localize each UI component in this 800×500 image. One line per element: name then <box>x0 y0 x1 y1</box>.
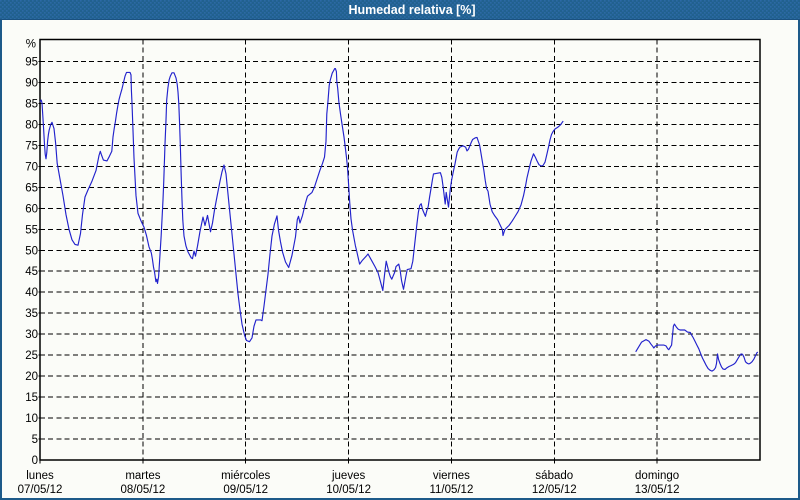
svg-text:10: 10 <box>25 413 38 425</box>
svg-text:45: 45 <box>25 266 38 278</box>
svg-text:miércoles: miércoles <box>221 470 270 482</box>
svg-text:12/05/12: 12/05/12 <box>532 484 577 496</box>
svg-text:11/05/12: 11/05/12 <box>429 484 473 496</box>
svg-text:07/05/12: 07/05/12 <box>18 484 63 496</box>
svg-text:75: 75 <box>25 140 38 152</box>
svg-text:55: 55 <box>25 224 38 236</box>
svg-text:lunes: lunes <box>26 470 54 482</box>
svg-text:60: 60 <box>25 203 38 215</box>
svg-text:10/05/12: 10/05/12 <box>326 484 371 496</box>
svg-text:jueves: jueves <box>331 470 365 482</box>
svg-text:0: 0 <box>32 455 38 467</box>
svg-text:25: 25 <box>25 350 38 362</box>
svg-text:15: 15 <box>25 392 38 404</box>
svg-text:08/05/12: 08/05/12 <box>121 484 166 496</box>
svg-text:95: 95 <box>25 57 38 69</box>
svg-text:5: 5 <box>32 434 38 446</box>
svg-text:13/05/12: 13/05/12 <box>635 484 680 496</box>
svg-text:Humedad relativa [%]: Humedad relativa [%] <box>348 3 475 17</box>
svg-text:20: 20 <box>25 371 38 383</box>
svg-text:35: 35 <box>25 308 38 320</box>
svg-text:40: 40 <box>25 287 38 299</box>
svg-text:50: 50 <box>25 245 38 257</box>
svg-text:30: 30 <box>25 329 38 341</box>
svg-text:85: 85 <box>25 99 38 111</box>
svg-text:viernes: viernes <box>433 470 470 482</box>
svg-text:martes: martes <box>125 470 160 482</box>
svg-text:sábado: sábado <box>535 470 573 482</box>
svg-text:90: 90 <box>25 78 38 90</box>
svg-text:65: 65 <box>25 182 38 194</box>
svg-text:09/05/12: 09/05/12 <box>223 484 268 496</box>
svg-text:70: 70 <box>25 161 38 173</box>
svg-text:%: % <box>26 39 36 51</box>
svg-text:80: 80 <box>25 119 38 131</box>
svg-text:domingo: domingo <box>635 470 679 482</box>
